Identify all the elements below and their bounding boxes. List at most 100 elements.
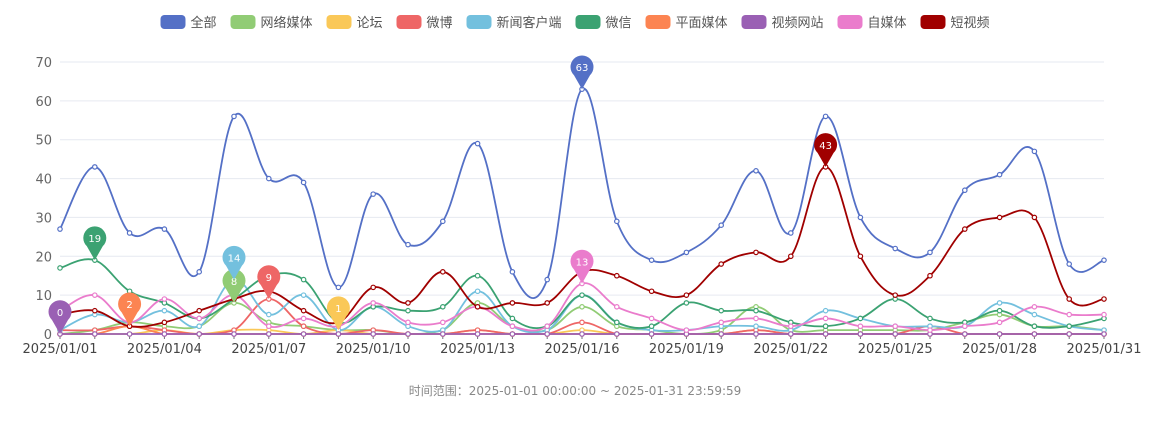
data-point	[822, 307, 829, 314]
legend-item[interactable]: 平面媒体	[645, 15, 728, 31]
y-tick-label: 30	[35, 211, 52, 226]
data-point	[544, 300, 551, 306]
data-point	[126, 230, 133, 236]
data-point	[822, 113, 829, 120]
data-point	[753, 323, 759, 330]
series-lines	[57, 86, 1107, 337]
data-point	[335, 284, 342, 291]
data-point	[370, 191, 377, 197]
data-point	[857, 323, 864, 330]
legend-item[interactable]: 视频网站	[741, 15, 824, 31]
data-point	[300, 292, 307, 298]
data-point	[161, 226, 168, 232]
data-point	[927, 249, 933, 256]
legend-label: 新闻客户端	[497, 15, 562, 31]
data-point	[753, 331, 759, 337]
data-point	[370, 300, 377, 306]
x-tick-label: 2025/01/28	[962, 342, 1037, 357]
data-point	[787, 323, 794, 330]
legend-swatch	[575, 15, 601, 29]
pin-value-label: 2	[126, 300, 132, 311]
data-point	[961, 226, 968, 232]
data-point	[544, 331, 551, 337]
legend-label: 平面媒体	[676, 16, 728, 31]
legend-swatch	[230, 15, 256, 29]
legend-swatch	[645, 15, 671, 29]
data-point	[509, 300, 516, 306]
data-point	[300, 323, 307, 330]
data-point	[996, 319, 1003, 326]
data-point	[300, 331, 307, 337]
data-point	[196, 323, 203, 330]
mark-point-pin: 19	[83, 226, 107, 261]
legend-item[interactable]: 短视频	[920, 15, 990, 31]
data-point	[1031, 331, 1038, 337]
data-point	[753, 315, 759, 322]
legend-item[interactable]: 微信	[575, 15, 632, 31]
data-point	[405, 331, 411, 337]
pin-shape	[814, 133, 838, 167]
legend-swatch	[920, 15, 946, 29]
data-point	[509, 315, 516, 322]
legend-label: 论坛	[357, 16, 383, 31]
data-point	[892, 292, 899, 298]
legend-swatch	[741, 15, 767, 29]
data-point	[857, 214, 864, 221]
data-point	[892, 331, 899, 337]
legend-item[interactable]: 微博	[396, 15, 453, 31]
legend: 全部 网络媒体 论坛 微博 新闻客户端 微信 平面媒体 视频网站 自媒体 短视频	[160, 15, 990, 31]
legend-label: 全部	[191, 15, 217, 31]
data-point	[92, 164, 98, 170]
legend-item[interactable]: 自媒体	[837, 15, 907, 31]
data-point	[718, 261, 725, 267]
data-point	[509, 269, 516, 275]
legend-item[interactable]: 全部	[160, 15, 217, 31]
pin-shape	[48, 300, 72, 334]
data-point	[579, 292, 585, 298]
data-point	[1066, 323, 1073, 330]
data-point	[892, 323, 899, 330]
data-point	[787, 253, 794, 260]
mark-point-pin: 8	[222, 269, 246, 303]
data-point	[92, 331, 98, 337]
legend-item[interactable]: 网络媒体	[230, 15, 313, 31]
data-point	[161, 319, 168, 326]
series-group	[57, 86, 1107, 299]
data-point	[231, 331, 237, 337]
legend-label: 微博	[427, 16, 453, 31]
data-point	[1066, 296, 1073, 302]
data-point	[1066, 261, 1073, 267]
data-point	[718, 319, 725, 326]
data-point	[265, 311, 272, 318]
pin-value-label: 19	[88, 234, 101, 245]
data-point	[683, 300, 690, 306]
data-point	[857, 331, 864, 337]
legend-label: 短视频	[951, 16, 990, 31]
data-point	[718, 307, 725, 314]
pin-value-label: 14	[228, 254, 241, 265]
data-point	[1101, 311, 1107, 318]
pin-shape	[83, 226, 107, 261]
data-point	[927, 327, 933, 333]
y-tick-label: 0	[44, 328, 52, 343]
data-point	[996, 307, 1003, 314]
x-tick-label: 2025/01/04	[127, 342, 202, 357]
data-point	[1031, 323, 1038, 330]
data-point	[439, 319, 446, 326]
pin-value-label: 9	[266, 273, 272, 284]
data-point	[787, 230, 794, 236]
x-axis: 2025/01/01 2025/01/04 2025/01/07 2025/01/10…	[23, 334, 1141, 357]
data-point	[961, 331, 968, 337]
legend-item[interactable]: 新闻客户端	[466, 15, 562, 31]
pin-value-label: 1	[335, 304, 341, 315]
data-point	[1066, 311, 1073, 318]
pin-value-label: 13	[576, 257, 589, 268]
data-point	[196, 331, 203, 337]
legend-item[interactable]: 论坛	[326, 15, 383, 31]
data-point	[1031, 148, 1038, 155]
data-point	[405, 319, 411, 326]
legend-swatch	[160, 15, 186, 29]
data-point	[1101, 331, 1107, 337]
pin-shape	[118, 292, 142, 327]
y-tick-label: 10	[35, 289, 52, 304]
